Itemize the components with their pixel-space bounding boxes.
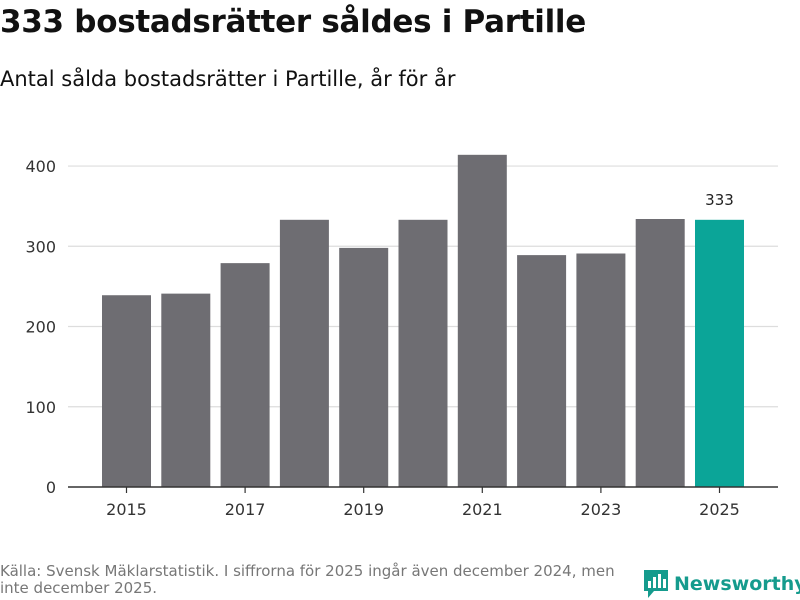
chart-subtitle: Antal sålda bostadsrätter i Partille, år…	[0, 67, 456, 91]
y-tick-label: 300	[25, 237, 56, 256]
x-tick-label: 2017	[225, 500, 266, 519]
bar-2016	[161, 293, 211, 487]
y-tick-label: 0	[46, 478, 56, 497]
source-note: Källa: Svensk Mäklarstatistik. I siffror…	[0, 562, 615, 597]
chart-title: 333 bostadsrätter såldes i Partille	[0, 4, 586, 40]
bar-2018	[279, 219, 329, 488]
brand-logo[interactable]: Newsworthy	[643, 569, 800, 599]
bar-2024	[635, 219, 685, 487]
x-tick-label: 2021	[462, 500, 503, 519]
x-tick-label: 2025	[699, 500, 740, 519]
bar-chart: 0 100 200 300 400 2015 2017 2019 2021 2023 2025 333	[25, 154, 778, 519]
bar-2021	[457, 154, 507, 488]
data-label: 333	[705, 191, 734, 209]
y-tick-label: 200	[25, 318, 56, 337]
bar-2022	[517, 255, 567, 487]
x-tick-label: 2019	[343, 500, 384, 519]
brand-name: Newsworthy	[674, 573, 800, 595]
x-tick-label: 2023	[581, 500, 622, 519]
bar-2019	[339, 247, 389, 487]
bar-2017	[220, 263, 270, 487]
y-tick-label: 400	[25, 157, 56, 176]
y-tick-label: 100	[25, 398, 56, 417]
bar-2015	[102, 295, 151, 487]
bar-2020	[398, 219, 448, 488]
x-tick-label: 2015	[106, 500, 147, 519]
newsworthy-logo-icon	[644, 570, 668, 598]
bar-2025	[695, 219, 744, 488]
bar-2023	[576, 253, 626, 487]
